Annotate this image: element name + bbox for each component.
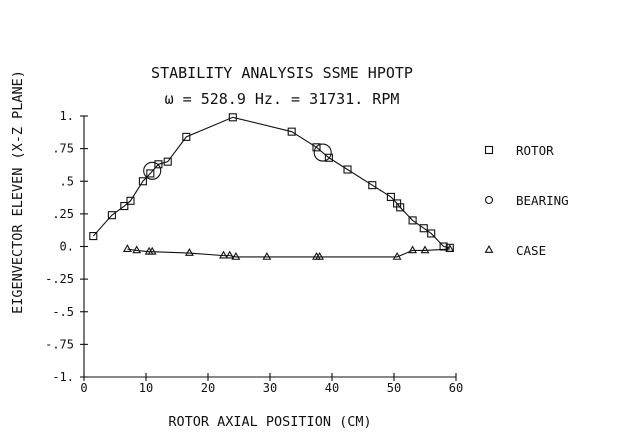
x-tick-label: 10 [139, 381, 153, 395]
data-point-case [262, 251, 272, 260]
legend-marker-case [484, 245, 494, 253]
y-tick-label: -.75 [45, 337, 74, 351]
data-point-rotor [368, 181, 377, 190]
data-point-rotor [154, 160, 163, 169]
data-point-case [219, 250, 228, 259]
data-point-case [147, 246, 157, 255]
data-series [89, 113, 455, 260]
data-point-rotor [287, 127, 296, 136]
x-tick-label: 50 [387, 381, 401, 395]
series-case [122, 244, 455, 260]
y-axis-label: EIGENVECTOR ELEVEN (X-Z PLANE) [10, 70, 26, 314]
data-point-rotor [138, 177, 147, 186]
axes [80, 115, 457, 381]
data-point-rotor [419, 224, 428, 233]
y-tick-label: 1. [60, 109, 74, 123]
y-tick-label: .5 [60, 174, 74, 188]
series-line-case [127, 248, 450, 258]
data-point-case [315, 251, 325, 260]
legend-label-rotor: ROTOR [516, 143, 554, 158]
data-point-bearing [313, 143, 332, 162]
x-tick-label: 40 [325, 381, 339, 395]
legend-label-case: CASE [516, 243, 546, 258]
x-tick-label: 20 [201, 381, 215, 395]
data-point-rotor [146, 169, 155, 178]
series-rotor [89, 113, 454, 252]
x-tick-label: 0 [80, 381, 87, 395]
x-axis-label: ROTOR AXIAL POSITION (CM) [168, 414, 371, 430]
x-tick-label: 30 [263, 381, 277, 395]
data-point-rotor [126, 196, 135, 205]
data-point-rotor [386, 192, 395, 201]
y-tick-label: -.5 [52, 305, 74, 319]
chart-title: STABILITY ANALYSIS SSME HPOTP [151, 64, 413, 82]
data-point-rotor [312, 143, 321, 152]
data-point-case [132, 245, 142, 254]
data-point-rotor [427, 229, 436, 238]
y-tick-label: -.25 [45, 272, 74, 286]
data-point-rotor [120, 201, 129, 211]
data-point-rotor [439, 242, 448, 251]
data-point-rotor [89, 232, 98, 241]
y-tick-labels: 1. .75 .5 .25 0. -.25 -.5 -.75 -1. [45, 109, 74, 384]
data-point-case [392, 251, 402, 260]
series-bearing [143, 143, 332, 180]
legend: ROTOR BEARING CASE [484, 143, 569, 258]
data-point-case [122, 244, 132, 252]
data-point-case [408, 245, 418, 254]
data-point-bearing [143, 161, 162, 180]
data-point-rotor [324, 153, 333, 162]
data-point-rotor [107, 211, 116, 220]
data-point-case [445, 244, 455, 252]
data-point-case [225, 250, 235, 259]
data-point-rotor [163, 157, 172, 166]
data-point-rotor [228, 113, 237, 122]
legend-marker-rotor [484, 145, 494, 155]
x-tick-label: 60 [449, 381, 463, 395]
data-point-rotor [182, 132, 191, 141]
data-point-case [420, 245, 430, 254]
data-point-case [231, 251, 241, 260]
chart-subtitle: ω = 528.9 Hz. = 31731. RPM [165, 90, 400, 108]
legend-marker-bearing [484, 195, 494, 205]
legend-label-bearing: BEARING [516, 193, 569, 208]
data-point-rotor [396, 203, 405, 212]
y-tick-label: -1. [52, 370, 74, 384]
data-point-rotor [343, 165, 352, 174]
data-point-rotor [408, 216, 417, 225]
data-point-case [184, 248, 194, 256]
y-tick-label: .75 [52, 142, 74, 156]
y-tick-label: 0. [60, 240, 74, 254]
y-tick-label: .25 [52, 207, 74, 221]
x-tick-labels: 0 10 20 30 40 50 60 [80, 381, 463, 395]
